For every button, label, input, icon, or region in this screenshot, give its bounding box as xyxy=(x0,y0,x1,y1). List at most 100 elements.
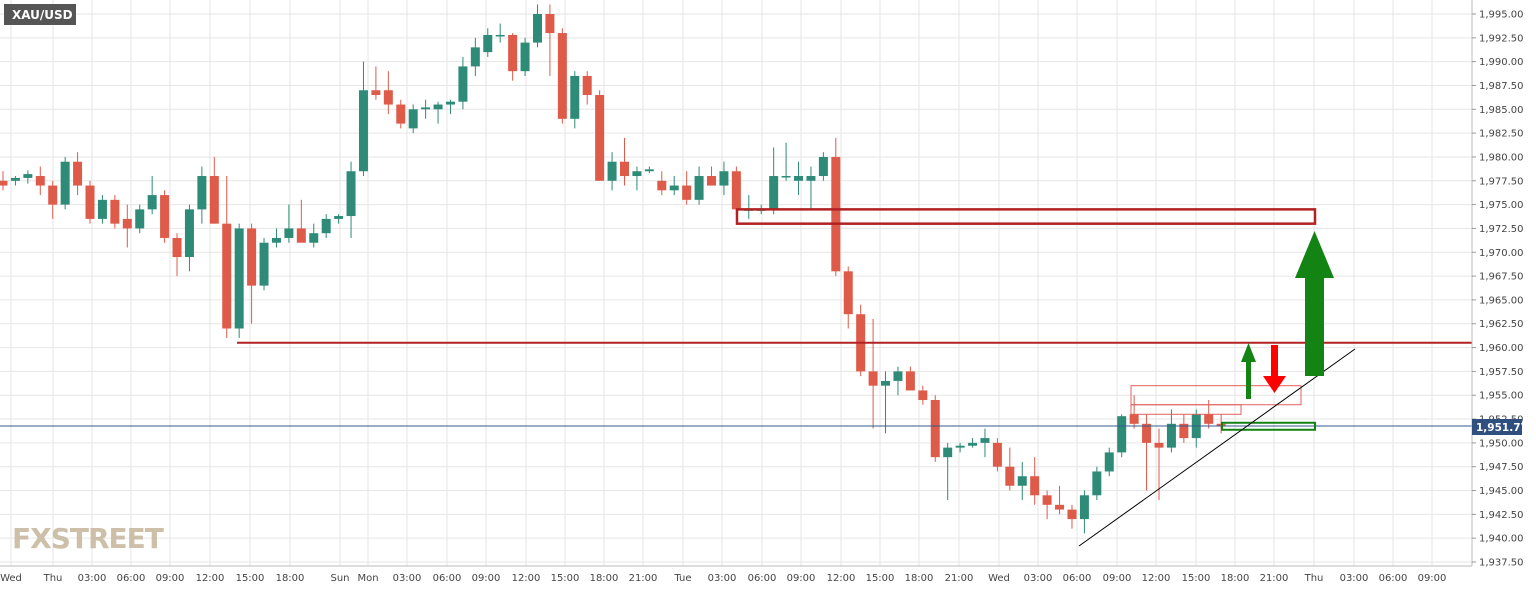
candle xyxy=(172,233,182,277)
x-tick-label: 06:00 xyxy=(1063,573,1092,584)
candle xyxy=(1166,409,1176,453)
candle xyxy=(831,137,841,277)
x-tick-label: 21:00 xyxy=(945,573,974,584)
candle-body xyxy=(769,176,779,210)
candle-body xyxy=(110,199,120,224)
candle-body xyxy=(234,228,244,329)
x-tick-label: 15:00 xyxy=(866,573,895,584)
arrow-down-head xyxy=(1263,376,1286,393)
plot-background xyxy=(0,0,1472,566)
candle-body xyxy=(122,218,132,229)
candle xyxy=(818,152,828,181)
x-tick-label: 09:00 xyxy=(1418,573,1447,584)
x-tick-label: 18:00 xyxy=(905,573,934,584)
watermark-logo: FXSTREET xyxy=(12,522,164,555)
y-tick-label: 1,975.00 xyxy=(1479,200,1524,211)
candle-body xyxy=(23,174,33,178)
candle xyxy=(371,66,381,100)
candle xyxy=(918,385,928,405)
candle xyxy=(383,71,393,115)
candle-body xyxy=(408,109,418,129)
candle-body xyxy=(918,390,928,400)
candle-body xyxy=(222,223,232,329)
candle xyxy=(1067,504,1077,529)
candle-body xyxy=(1055,504,1065,510)
candle xyxy=(470,37,480,76)
candle xyxy=(135,204,145,234)
candle-body xyxy=(458,66,468,102)
y-tick-label: 1,990.00 xyxy=(1479,57,1524,68)
candle-body xyxy=(60,161,70,205)
candle xyxy=(97,195,107,224)
candle xyxy=(160,190,170,243)
x-tick-label: 09:00 xyxy=(787,573,816,584)
candle xyxy=(868,318,878,429)
candle-body xyxy=(383,90,393,105)
candle xyxy=(1042,490,1052,520)
y-tick-label: 1,942.50 xyxy=(1479,510,1524,521)
arrow-up-small-head xyxy=(1241,343,1256,362)
candle xyxy=(23,170,33,184)
candle-body xyxy=(657,180,667,191)
y-tick-label: 1,995.00 xyxy=(1479,10,1524,21)
symbol-label: XAU/USD xyxy=(12,8,73,22)
y-tick-label: 1,970.00 xyxy=(1479,248,1524,259)
candle xyxy=(856,304,866,377)
candle-body xyxy=(48,185,58,205)
candle-body xyxy=(346,171,356,217)
candle-body xyxy=(433,104,443,110)
x-tick-label: 06:00 xyxy=(1379,573,1408,584)
candle-body xyxy=(1179,423,1189,439)
candle xyxy=(445,99,455,115)
x-tick-label: 03:00 xyxy=(708,573,737,584)
x-tick-label: 18:00 xyxy=(590,573,619,584)
x-tick-label: 03:00 xyxy=(393,573,422,584)
candle xyxy=(595,90,605,181)
candle-body xyxy=(545,14,555,34)
candle-body xyxy=(682,185,692,200)
candle-body xyxy=(371,90,381,96)
x-tick-label: 03:00 xyxy=(78,573,107,584)
candle-body xyxy=(1104,452,1114,472)
candle-body xyxy=(321,218,331,234)
x-tick-label: 15:00 xyxy=(236,573,265,584)
candle xyxy=(806,166,816,210)
x-tick-label: 15:00 xyxy=(551,573,580,584)
support-zone xyxy=(1221,421,1316,431)
x-tick-label: 12:00 xyxy=(196,573,225,584)
symbol-badge xyxy=(4,4,76,25)
candle xyxy=(334,214,344,224)
candle xyxy=(930,395,940,462)
x-tick-label: 15:00 xyxy=(1182,573,1211,584)
x-tick-label: 21:00 xyxy=(629,573,658,584)
y-tick-label: 1,955.00 xyxy=(1479,391,1524,402)
candle-body xyxy=(806,176,816,181)
candle xyxy=(943,442,953,501)
candle-body xyxy=(209,176,219,224)
y-axis: 1,995.00 1,992.50 1,990.00 1,987.50 1,985.00… xyxy=(1471,0,1524,569)
x-tick-label: 09:00 xyxy=(472,573,501,584)
candle xyxy=(1092,466,1102,501)
y-tick-label: 1,965.00 xyxy=(1479,295,1524,306)
candle xyxy=(570,71,580,129)
candle xyxy=(1030,457,1040,505)
candle xyxy=(0,171,8,191)
candle-body xyxy=(968,442,978,446)
candle-body xyxy=(73,161,83,186)
candle xyxy=(309,223,319,248)
y-tick-label: 1,957.50 xyxy=(1479,367,1524,378)
x-tick-label: Wed xyxy=(0,573,22,584)
candle-body xyxy=(595,95,605,181)
candle xyxy=(110,195,120,229)
candle xyxy=(222,176,232,339)
candle-body xyxy=(1204,414,1214,424)
candle-body xyxy=(1117,416,1127,453)
candle xyxy=(532,4,542,48)
candle-body xyxy=(184,209,194,258)
arrow-down-shaft xyxy=(1271,345,1278,377)
candle xyxy=(421,99,431,119)
x-tick-label: Thu xyxy=(1304,573,1324,584)
candle xyxy=(495,23,505,43)
